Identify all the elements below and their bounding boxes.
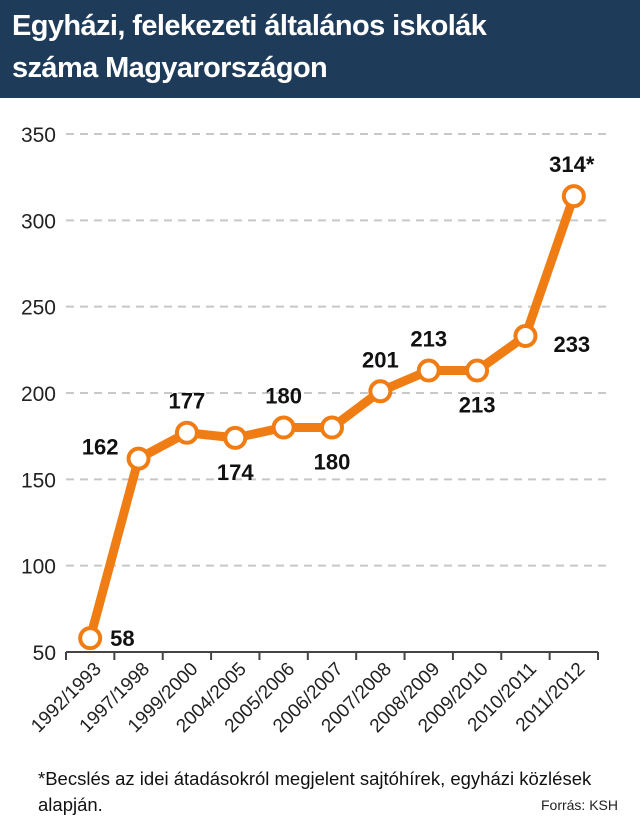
data-point xyxy=(416,358,441,383)
footnote: *Becslés az idei átadásokról megjelent s… xyxy=(38,768,592,815)
data-point xyxy=(223,425,248,450)
y-tick-label: 250 xyxy=(21,297,56,320)
y-tick-label: 200 xyxy=(21,383,56,406)
data-label: 180 xyxy=(265,384,302,409)
y-tick-label: 150 xyxy=(21,469,56,492)
data-label: 174 xyxy=(217,460,254,485)
data-point xyxy=(320,415,344,440)
data-point xyxy=(174,420,199,445)
data-label: 162 xyxy=(82,435,119,460)
data-point xyxy=(465,358,490,383)
data-markers xyxy=(78,184,586,651)
data-label: 180 xyxy=(314,450,351,475)
x-axis-ticks: 1992/19931997/19981999/20002004/20052005… xyxy=(27,659,589,737)
data-labels: 58 162 177 174 180 180 201 213 213 233 314* xyxy=(82,152,595,651)
data-point xyxy=(78,626,103,651)
chart-title-line-2: száma Magyarországon xyxy=(12,52,328,84)
y-tick-label: 300 xyxy=(21,210,56,233)
data-point xyxy=(513,324,538,349)
x-axis xyxy=(65,651,599,660)
y-tick-label: 50 xyxy=(33,642,56,665)
y-tick-label: 100 xyxy=(21,556,56,579)
gridlines xyxy=(66,133,608,567)
data-point xyxy=(126,446,151,471)
y-tick-label: 350 xyxy=(21,124,56,147)
data-label: 58 xyxy=(110,626,134,651)
source-note: Forrás: KSH xyxy=(540,797,618,813)
data-label: 213 xyxy=(410,327,447,352)
data-label: 314* xyxy=(549,152,595,177)
y-axis-ticks: 50 100 150 200 250 300 350 xyxy=(21,124,56,665)
header-bar: Egyházi, felekezeti általános iskolák sz… xyxy=(0,0,640,98)
data-point xyxy=(271,415,296,440)
chart-title-line-1: Egyházi, felekezeti általános iskolák xyxy=(12,10,487,42)
data-label: 213 xyxy=(459,393,496,418)
data-label: 201 xyxy=(362,347,399,372)
data-point xyxy=(368,379,393,404)
data-label: 177 xyxy=(169,389,206,414)
data-point xyxy=(561,184,586,209)
data-label: 233 xyxy=(553,332,590,357)
